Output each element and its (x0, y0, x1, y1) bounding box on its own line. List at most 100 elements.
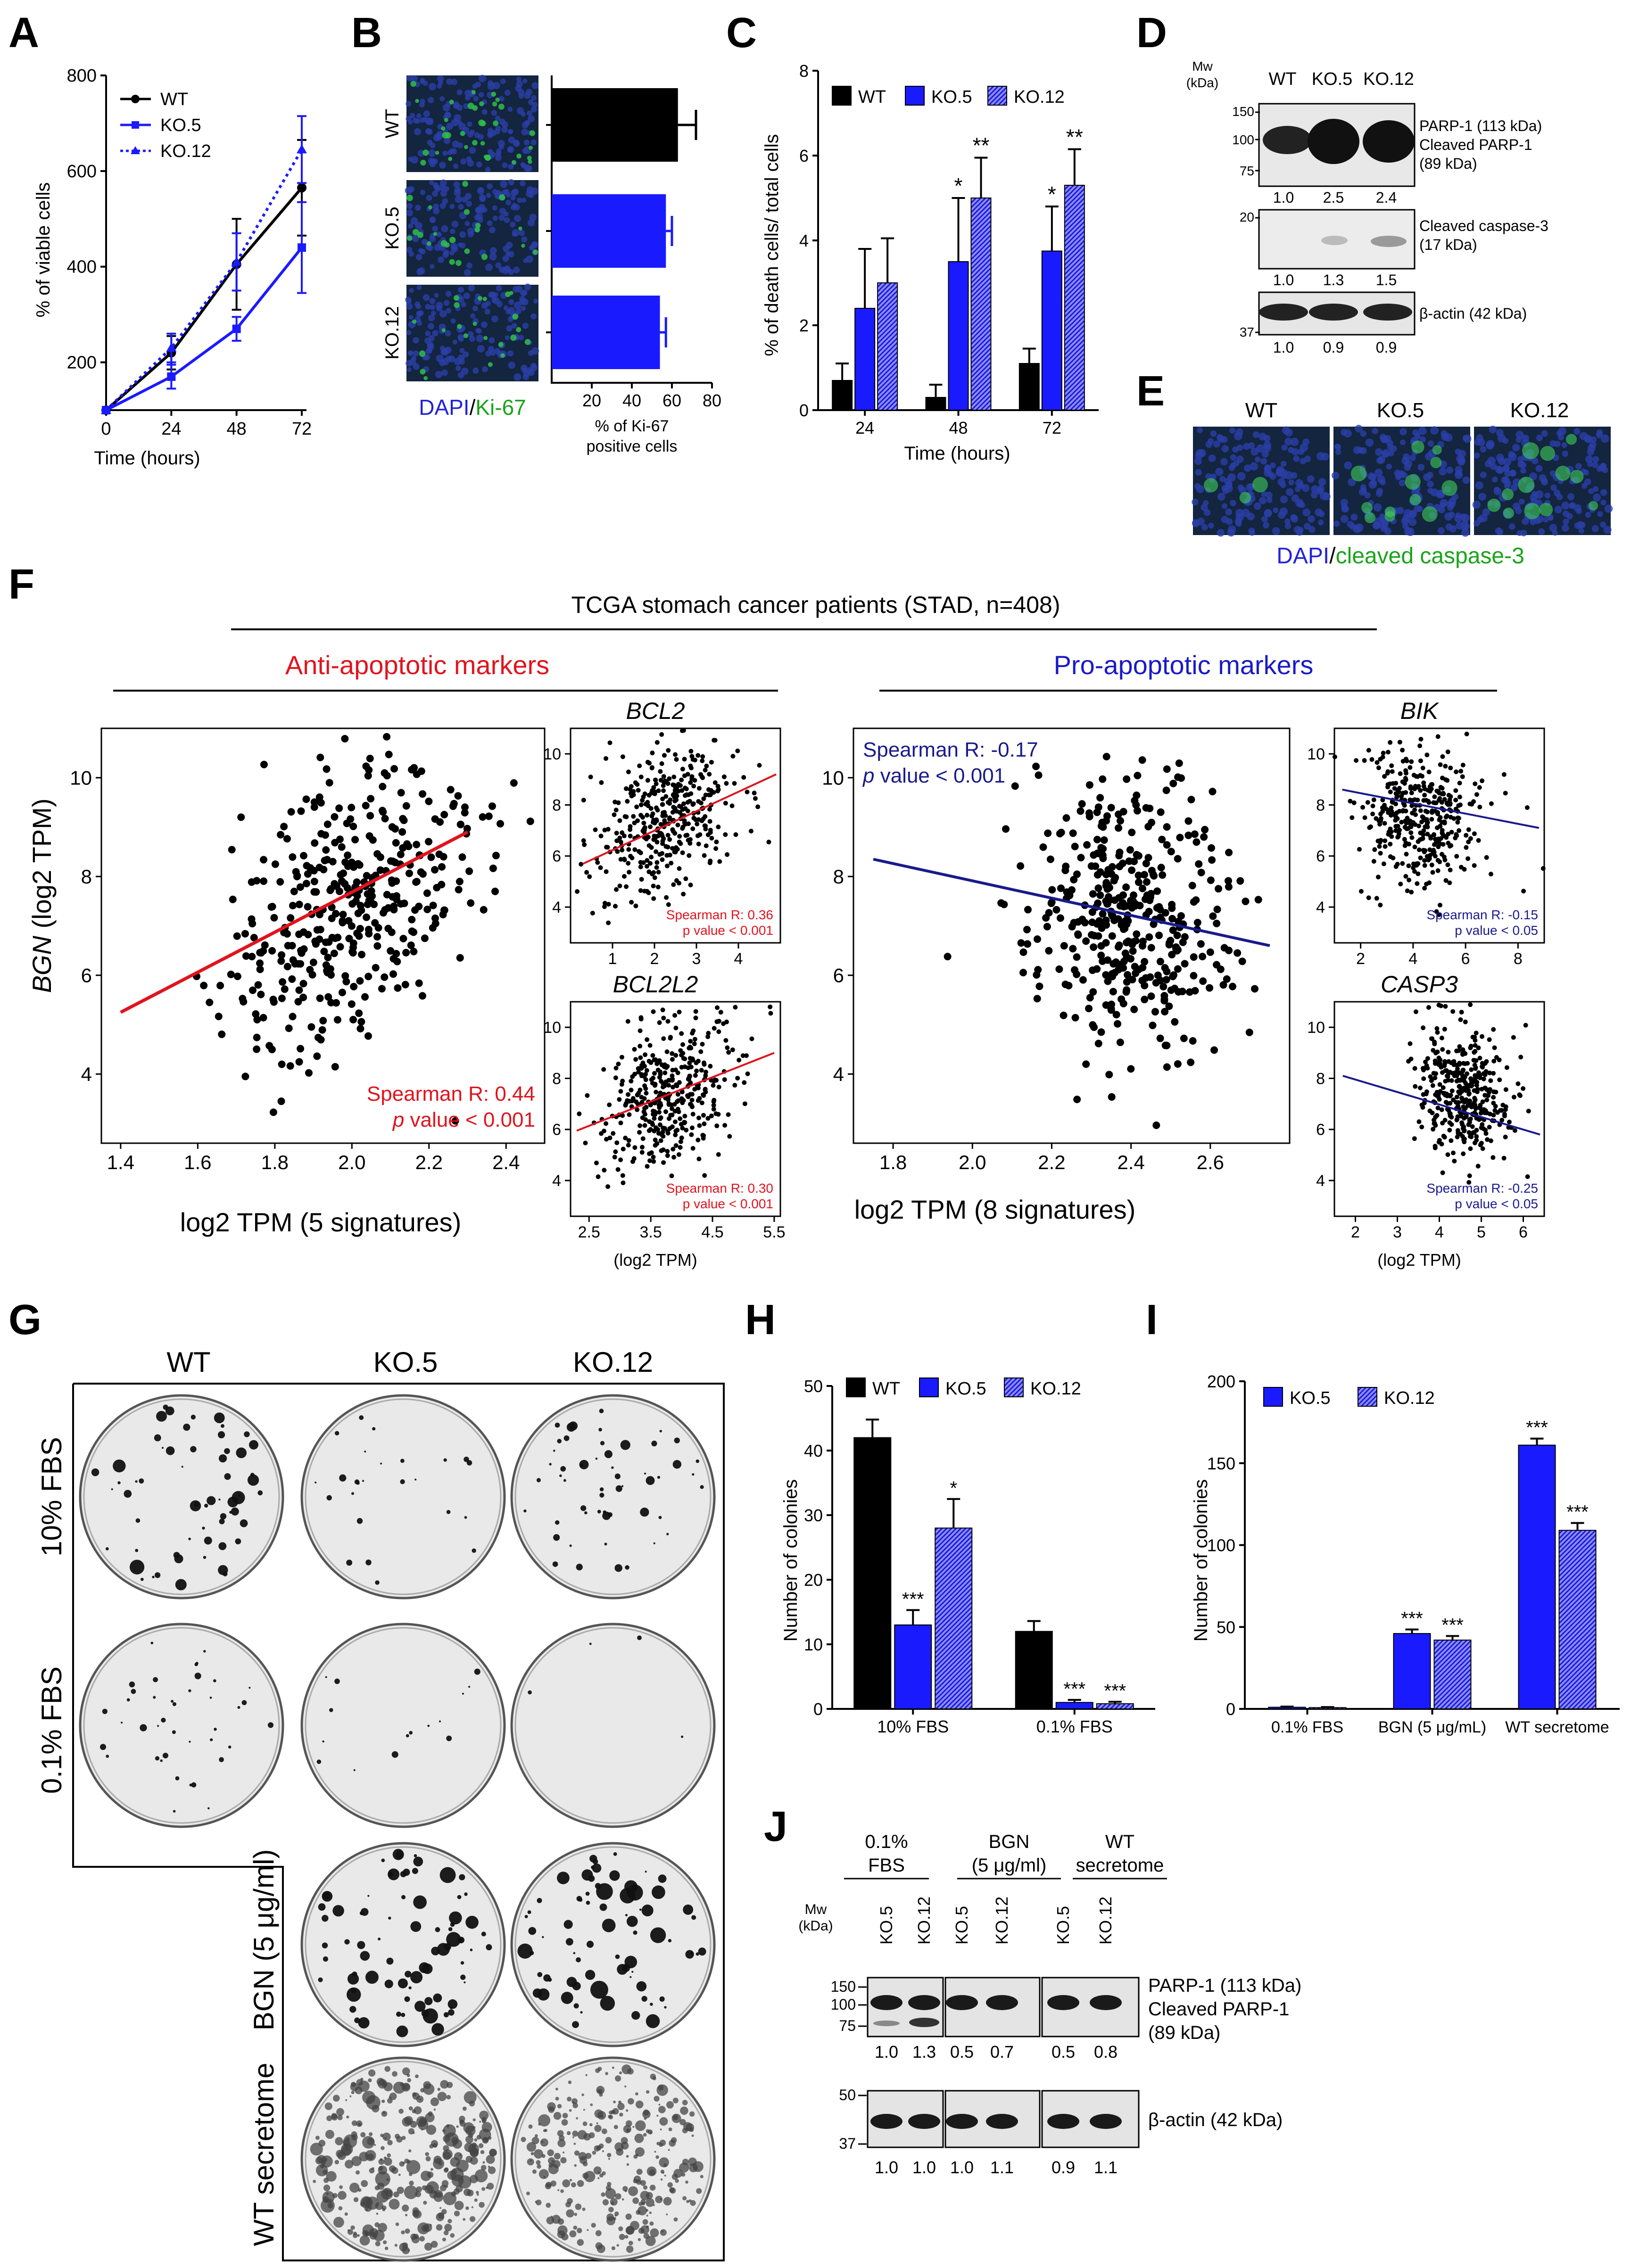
data-point (670, 827, 675, 832)
colony (155, 1756, 160, 1761)
nucleus (481, 302, 488, 309)
data-point (617, 818, 622, 823)
colony (357, 1941, 365, 1949)
data-point (328, 915, 336, 923)
data-point (373, 942, 381, 950)
data-point (1447, 1128, 1452, 1133)
data-point (1362, 815, 1367, 820)
colony (384, 1979, 393, 1988)
colony (360, 1908, 369, 1916)
nucleus (405, 297, 412, 303)
nucleus (1593, 486, 1599, 492)
panel-a-letter: A (8, 9, 39, 57)
nucleus (1208, 522, 1214, 529)
data-point (647, 861, 653, 866)
colony (207, 1807, 210, 1810)
ki67-signal (472, 140, 478, 146)
nucleus (478, 187, 484, 193)
data-point (337, 871, 345, 879)
colony (472, 2126, 476, 2129)
colony (657, 1476, 661, 1479)
data-point (1487, 1070, 1492, 1075)
data-point (1109, 988, 1117, 996)
data-point (1161, 964, 1169, 972)
nucleus (506, 325, 513, 332)
nucleus (488, 291, 495, 298)
nucleus (1376, 457, 1383, 464)
ki67-signal (495, 97, 500, 102)
nucleus (473, 96, 479, 102)
data-point (1449, 1138, 1454, 1143)
bar-KO.12-0.1% FBS (1096, 1703, 1134, 1710)
ki67-signal (435, 150, 439, 155)
quant: 1.0 (1273, 189, 1294, 206)
data-point (638, 850, 643, 856)
data-point (1468, 1146, 1473, 1151)
nucleus (504, 217, 510, 223)
data-point (1388, 789, 1393, 794)
data-point (1127, 1065, 1135, 1073)
data-point (655, 884, 661, 890)
data-point (200, 981, 208, 990)
colony (431, 2140, 438, 2147)
data-point (690, 1146, 695, 1151)
colony (547, 2102, 556, 2111)
nucleus (437, 75, 444, 82)
nucleus (436, 355, 444, 363)
legend-label: KO.5 (160, 115, 201, 135)
data-point (1197, 940, 1205, 948)
data-point (1480, 1099, 1485, 1105)
panel-d-marker: 20 (1240, 210, 1254, 224)
y-tick-label: 4 (1316, 899, 1325, 916)
nucleus (1396, 507, 1404, 514)
data-point (1408, 1056, 1414, 1062)
colony (566, 2131, 571, 2136)
data-point (1500, 1103, 1506, 1108)
data-point (604, 1137, 609, 1142)
colony (561, 2119, 568, 2126)
panel-b-xlabel-2: positive cells (587, 437, 678, 455)
data-point (1408, 830, 1414, 835)
data-point (755, 804, 761, 809)
casp3-pvalue: p value < 0.05 (1455, 1196, 1538, 1211)
data-point (237, 813, 245, 821)
nucleus (1550, 484, 1557, 491)
nucleus (1213, 440, 1220, 448)
significance-star: *** (1566, 1502, 1589, 1523)
data-point (1403, 874, 1408, 879)
series-line-KO.5 (105, 247, 303, 412)
colony (106, 1755, 109, 1758)
data-point (1436, 1056, 1441, 1061)
data-point (1011, 782, 1019, 790)
colony (207, 1496, 216, 1505)
data-point (693, 1015, 698, 1021)
colony (680, 2106, 688, 2115)
colony (339, 2185, 343, 2189)
panel-d-marker: 75 (1240, 164, 1254, 178)
data-point (261, 941, 269, 949)
data-point (456, 820, 464, 828)
nucleus (1225, 508, 1233, 516)
data-point (1474, 1088, 1479, 1093)
panel-b-micrographs (405, 74, 539, 381)
nucleus (523, 165, 531, 172)
colony (396, 2025, 408, 2037)
colony (373, 2229, 385, 2242)
data-point (1071, 1014, 1079, 1022)
x-tick-label: 6 (1461, 950, 1470, 968)
data-point (295, 1058, 303, 1066)
data-point (652, 1116, 657, 1121)
colony (486, 2155, 495, 2164)
data-point (617, 835, 622, 841)
nucleus (1263, 522, 1269, 529)
colony (325, 2129, 334, 2139)
data-point (455, 886, 463, 894)
nucleus (493, 292, 498, 297)
data-point (678, 783, 683, 788)
nucleus (1477, 438, 1485, 446)
data-point (456, 954, 464, 962)
panel-d-lane-ko12: KO.12 (1363, 69, 1414, 89)
data-point (369, 836, 377, 844)
nucleus (1355, 425, 1363, 433)
data-point (716, 825, 721, 830)
